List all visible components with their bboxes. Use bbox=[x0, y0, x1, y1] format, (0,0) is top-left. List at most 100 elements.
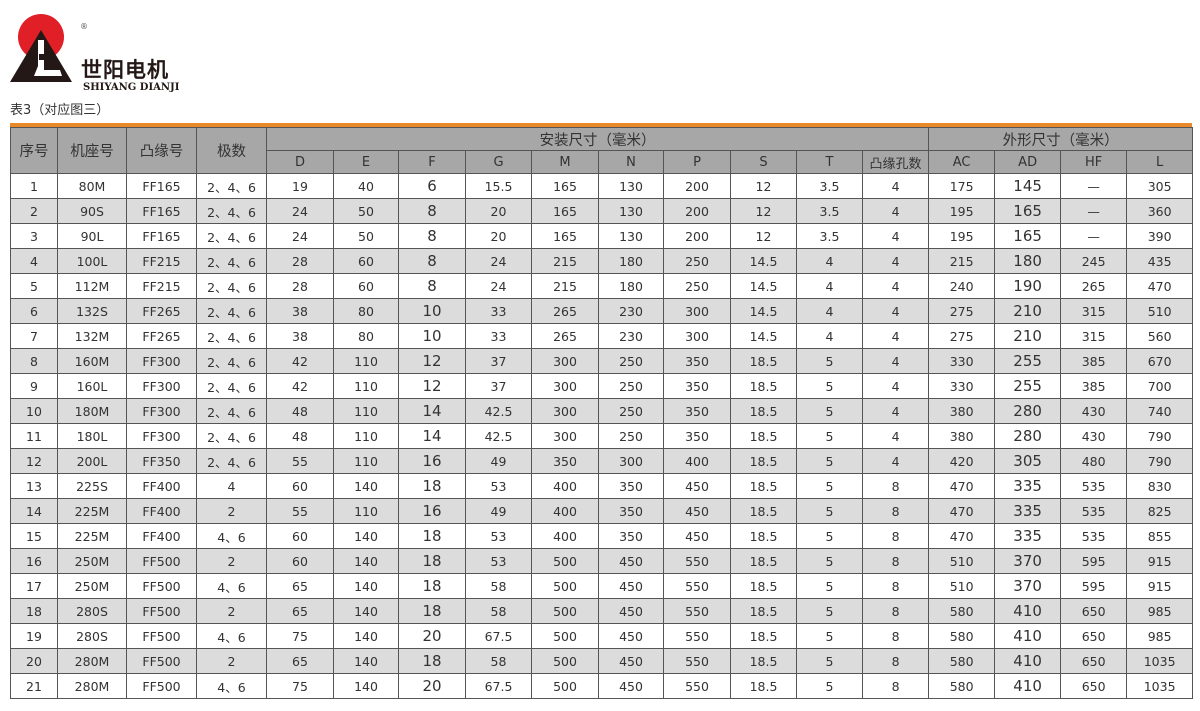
table-cell: 4 bbox=[796, 273, 863, 299]
table-row: 5 112M FF215 2、4、6 28 60 8 24 215 180 250 14.5 4 4 240… bbox=[10, 273, 1194, 299]
table-cell: 53 bbox=[465, 548, 532, 574]
table-cell: 580 bbox=[928, 598, 996, 624]
table-cell: 330 bbox=[928, 373, 996, 399]
table-cell: 300 bbox=[531, 398, 599, 424]
table-cell: 510 bbox=[1126, 298, 1194, 324]
table-cell: 700 bbox=[1126, 373, 1194, 399]
table-cell: 305 bbox=[1126, 173, 1194, 199]
table-cell: 19 bbox=[10, 623, 58, 649]
table-cell: 4、6 bbox=[196, 673, 267, 699]
table-cell: 50 bbox=[333, 223, 399, 249]
header-row-1: 序号 机座号 凸缘号 极数 安装尺寸（毫米） 外形尺寸（毫米） bbox=[10, 127, 1194, 174]
table-cell: FF400 bbox=[126, 498, 197, 524]
table-cell: 4 bbox=[796, 323, 863, 349]
table-cell: 500 bbox=[531, 623, 599, 649]
table-cell: FF400 bbox=[126, 473, 197, 499]
table-row: 6 132S FF265 2、4、6 38 80 10 33 265 230 300 14.5 4 4 27… bbox=[10, 298, 1194, 324]
table-cell: FF350 bbox=[126, 448, 197, 474]
table-cell: 8 bbox=[861, 598, 930, 624]
table-cell: 18 bbox=[398, 548, 466, 574]
table-cell: 5 bbox=[796, 673, 863, 699]
table-cell: 18 bbox=[398, 598, 466, 624]
table-cell: 335 bbox=[994, 498, 1062, 524]
brand-logo: ® 世阳电机 SHIYANG DIANJI bbox=[8, 10, 198, 93]
table-cell: 110 bbox=[333, 448, 399, 474]
registered-mark: ® bbox=[80, 22, 88, 31]
table-cell: 200L bbox=[57, 448, 127, 474]
column-header: AC bbox=[928, 150, 996, 174]
table-cell: 335 bbox=[994, 473, 1062, 499]
table-cell: 67.5 bbox=[465, 673, 532, 699]
table-cell: 410 bbox=[994, 673, 1062, 699]
table-cell: 18.5 bbox=[730, 398, 797, 424]
table-row: 2 90S FF165 2、4、6 24 50 8 20 165 130 200 12 3.5 4 195 1… bbox=[10, 198, 1194, 224]
table-cell: 60 bbox=[333, 273, 399, 299]
table-cell: 18 bbox=[398, 523, 466, 549]
table-cell: 28 bbox=[266, 273, 334, 299]
table-row: 1 80M FF165 2、4、6 19 40 6 15.5 165 130 200 12 3.5 4 17… bbox=[10, 173, 1194, 199]
table-cell: FF400 bbox=[126, 523, 197, 549]
table-cell: 15 bbox=[10, 523, 58, 549]
table-cell: 180M bbox=[57, 398, 127, 424]
table-cell: 5 bbox=[796, 523, 863, 549]
table-row: 21 280M FF500 4、6 75 140 20 67.5 500 450 550 18.5 5 8… bbox=[10, 673, 1194, 699]
table-cell: 300 bbox=[663, 298, 731, 324]
table-cell: 20 bbox=[398, 623, 466, 649]
table-row: 20 280M FF500 2 65 140 18 58 500 450 550 18.5 5 8 580 4… bbox=[10, 648, 1194, 674]
table-cell: 360 bbox=[1126, 198, 1194, 224]
table-cell: 300 bbox=[663, 323, 731, 349]
table-cell: 8 bbox=[398, 198, 466, 224]
table-cell: 790 bbox=[1126, 448, 1194, 474]
column-header: G bbox=[465, 150, 532, 174]
table-cell: 8 bbox=[398, 273, 466, 299]
table-cell: 985 bbox=[1126, 623, 1194, 649]
table-cell: 48 bbox=[266, 398, 334, 424]
table-cell: 1 bbox=[10, 173, 58, 199]
table-cell: 10 bbox=[398, 298, 466, 324]
table-cell: 250M bbox=[57, 548, 127, 574]
table-cell: 140 bbox=[333, 648, 399, 674]
table-cell: — bbox=[1060, 198, 1128, 224]
table-cell: 650 bbox=[1060, 673, 1128, 699]
table-cell: 65 bbox=[266, 573, 334, 599]
table-cell: 4 bbox=[796, 298, 863, 324]
table-cell: 470 bbox=[1126, 273, 1194, 299]
table-cell: 42.5 bbox=[465, 398, 532, 424]
table-cell: 5 bbox=[796, 373, 863, 399]
table-cell: 53 bbox=[465, 473, 532, 499]
table-cell: 58 bbox=[465, 598, 532, 624]
table-cell: 18.5 bbox=[730, 648, 797, 674]
table-cell: 580 bbox=[928, 623, 996, 649]
column-header: M bbox=[531, 150, 599, 174]
table-cell: 225S bbox=[57, 473, 127, 499]
table-cell: 4 bbox=[861, 298, 930, 324]
table-cell: 110 bbox=[333, 498, 399, 524]
table-cell: 42 bbox=[266, 373, 334, 399]
table-cell: 160L bbox=[57, 373, 127, 399]
brand-name-cn: 世阳电机 bbox=[81, 58, 169, 82]
table-cell: 4 bbox=[861, 373, 930, 399]
table-cell: 18 bbox=[398, 473, 466, 499]
table-cell: 2、4、6 bbox=[196, 448, 267, 474]
table-cell: 350 bbox=[531, 448, 599, 474]
table-cell: 250 bbox=[598, 398, 664, 424]
table-cell: 450 bbox=[598, 648, 664, 674]
table-cell: 4 bbox=[861, 398, 930, 424]
table-cell: 550 bbox=[663, 548, 731, 574]
table-cell: 75 bbox=[266, 673, 334, 699]
table-cell: 480 bbox=[1060, 448, 1128, 474]
table-cell: 535 bbox=[1060, 523, 1128, 549]
table-cell: 140 bbox=[333, 598, 399, 624]
table-cell: 300 bbox=[531, 373, 599, 399]
table-cell: 4、6 bbox=[196, 573, 267, 599]
table-cell: 18.5 bbox=[730, 523, 797, 549]
table-cell: 21 bbox=[10, 673, 58, 699]
table-cell: 4 bbox=[10, 248, 58, 274]
table-cell: 8 bbox=[398, 223, 466, 249]
table-cell: 14.5 bbox=[730, 273, 797, 299]
table-cell: 140 bbox=[333, 623, 399, 649]
table-cell: 80 bbox=[333, 323, 399, 349]
table-row: 10 180M FF300 2、4、6 48 110 14 42.5 300 250 350 18.5… bbox=[10, 398, 1194, 424]
table-cell: 8 bbox=[10, 348, 58, 374]
table-cell: 145 bbox=[994, 173, 1062, 199]
